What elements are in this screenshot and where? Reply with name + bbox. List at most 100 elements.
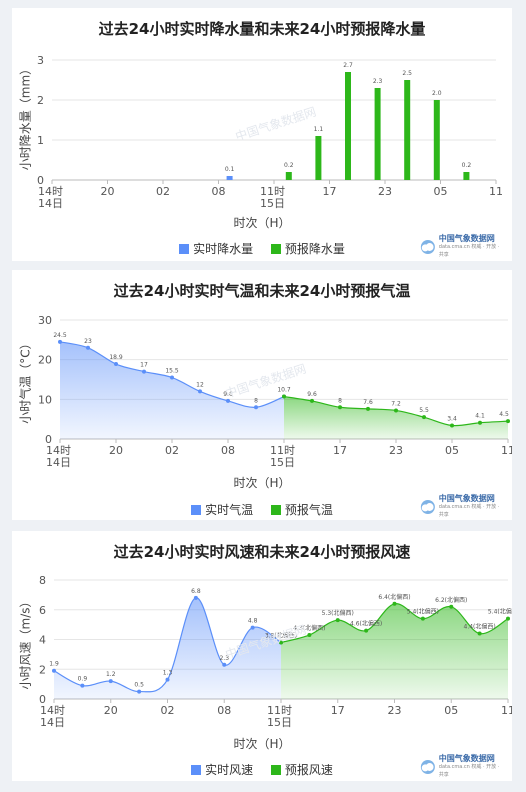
data-label: 2.7 (343, 62, 353, 69)
x-tick-label: 20 (104, 704, 118, 717)
observed-point (80, 683, 85, 688)
data-label: 1.9 (49, 661, 59, 668)
forecast-area (284, 396, 508, 439)
observed-point (108, 679, 113, 684)
x-tick-label: 08 (221, 444, 235, 457)
data-label: 0.2 (462, 162, 472, 169)
data-label: 4.5 (499, 411, 509, 418)
legend-item-observed[interactable]: 实时风速 (191, 761, 253, 778)
y-tick-label: 30 (38, 314, 52, 327)
forecast-bar (463, 172, 470, 180)
data-label: 8 (338, 397, 342, 404)
data-label: 7.6 (363, 399, 373, 406)
data-label: 6.8 (191, 588, 201, 595)
x-tick-label: 23 (389, 444, 403, 457)
forecast-point (420, 616, 425, 621)
legend-item-forecast[interactable]: 预报气温 (270, 501, 333, 518)
legend-label: 预报风速 (284, 763, 333, 777)
data-label: 0.1 (225, 166, 235, 173)
x-tick-label: 14日 (40, 716, 65, 729)
legend: 实时风速 预报风速 (12, 761, 512, 778)
forecast-point (394, 408, 398, 413)
logo-subtitle: data.cma.cn 权威 · 开放 · 共享 (438, 244, 500, 258)
cma-data-logo: 中国气象数据网 data.cma.cn 权威 · 开放 · 共享 (420, 755, 502, 778)
legend-swatch-observed (191, 764, 202, 775)
forecast-point (478, 420, 482, 425)
logo-subtitle: data.cma.cn 权威 · 开放 · 共享 (438, 504, 500, 518)
legend-swatch-forecast (270, 243, 281, 254)
observed-point (254, 405, 258, 410)
legend-label: 实时风速 (205, 763, 254, 777)
observed-area (54, 597, 281, 699)
data-label: 1.3 (163, 670, 173, 677)
chart-title: 过去24小时实时降水量和未来24小时预报降水量 (98, 20, 426, 38)
forecast-point (335, 618, 340, 623)
legend-item-forecast[interactable]: 预报降水量 (270, 240, 345, 257)
forecast-point (450, 423, 454, 428)
x-tick-label: 14时 (46, 444, 71, 457)
x-axis-label: 时次（H） (233, 476, 291, 490)
data-label: 15.5 (165, 368, 179, 375)
observed-point (250, 625, 255, 630)
data-label: 6.4(北偏西) (378, 593, 410, 601)
data-label: 4.6(北偏西) (350, 620, 382, 628)
data-label: 5.5 (419, 407, 429, 414)
legend-item-forecast[interactable]: 预报风速 (270, 761, 333, 778)
observed-point (226, 398, 230, 403)
observed-point (165, 677, 170, 682)
data-label: 6.2(北偏西) (435, 596, 467, 604)
watermark: 中国气象数据网 (223, 361, 308, 401)
chart-title: 过去24小时实时风速和未来24小时预报风速 (113, 543, 411, 561)
cma-data-logo: 中国气象数据网 data.cma.cn 权威 · 开放 · 共享 (420, 495, 502, 518)
legend-item-observed[interactable]: 实时气温 (191, 501, 253, 518)
x-tick-label: 20 (109, 444, 123, 457)
x-tick-label: 11 (501, 704, 512, 717)
data-label: 4.8 (248, 618, 258, 625)
data-label: 23 (84, 338, 92, 345)
forecast-point (366, 406, 370, 411)
observed-bar (226, 176, 233, 180)
chart-title: 过去24小时实时气温和未来24小时预报气温 (113, 282, 411, 300)
data-label: 0.9 (78, 676, 88, 683)
data-label: 0.5 (134, 682, 144, 689)
data-label: 2.3 (373, 78, 383, 85)
forecast-bar (285, 172, 292, 180)
x-tick-label: 17 (323, 185, 337, 198)
observed-point (58, 339, 62, 344)
y-tick-label: 0 (39, 693, 46, 706)
temperature-chart-panel: 过去24小时实时气温和未来24小时预报气温 小时气温（°C） 0 10 20 30 14… (12, 270, 512, 520)
x-tick-label: 11时 (267, 704, 292, 717)
cma-data-logo: 中国气象数据网 data.cma.cn 权威 · 开放 · 共享 (420, 235, 502, 258)
x-tick-label: 23 (388, 704, 402, 717)
legend-label: 预报降水量 (284, 242, 345, 256)
data-label: 3.4 (447, 416, 457, 423)
data-label: 2.0 (432, 90, 442, 97)
forecast-point (307, 633, 312, 638)
legend: 实时降水量 预报降水量 (12, 240, 512, 257)
legend-label: 预报气温 (284, 503, 333, 517)
cloud-logo-icon (420, 239, 435, 255)
observed-point (142, 369, 146, 374)
legend-label: 实时气温 (205, 503, 254, 517)
y-tick-label: 1 (37, 134, 44, 147)
forecast-point (506, 419, 510, 424)
x-tick-label: 15日 (270, 456, 295, 469)
y-tick-label: 3 (37, 54, 44, 67)
precipitation-chart-panel: 过去24小时实时降水量和未来24小时预报降水量 小时降水量（mm） 0 1 2 3 14… (12, 8, 512, 261)
data-label: 5.3(北偏西) (322, 609, 354, 617)
observed-point (193, 595, 198, 600)
legend-item-observed[interactable]: 实时降水量 (179, 240, 253, 257)
y-tick-label: 20 (38, 354, 52, 367)
data-label: 3.8(北偏西) (265, 631, 297, 639)
x-tick-label: 15日 (260, 197, 285, 210)
data-label: 8 (254, 397, 258, 404)
y-tick-label: 4 (39, 634, 46, 647)
x-tick-label: 20 (101, 185, 115, 198)
x-tick-label: 14时 (40, 704, 65, 717)
y-tick-label: 8 (39, 574, 46, 587)
observed-point (198, 389, 202, 394)
forecast-bar (404, 80, 411, 180)
x-tick-label: 11 (501, 444, 512, 457)
